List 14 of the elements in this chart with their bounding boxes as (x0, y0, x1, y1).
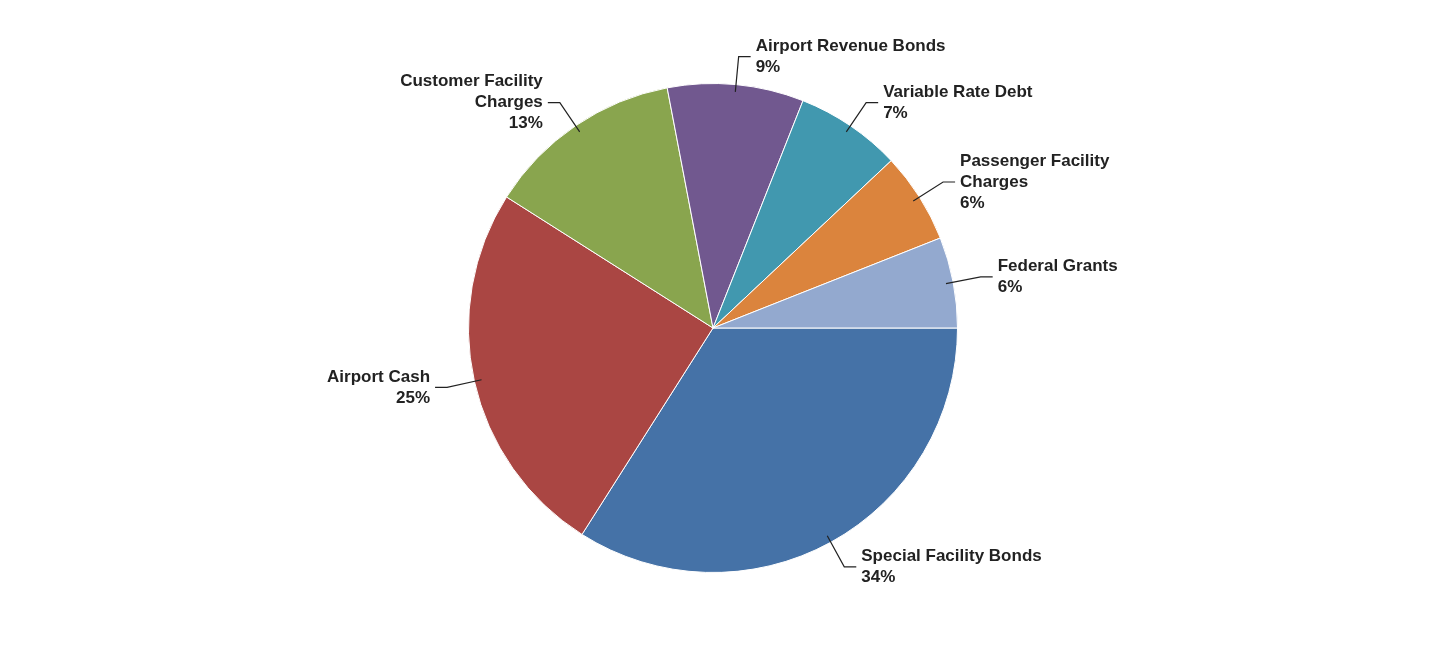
data-label: 34% (861, 566, 896, 586)
data-label: 9% (755, 56, 781, 76)
slice-label: Passenger Facility Charges (960, 150, 1110, 191)
slice-label: Special Facility Bonds (861, 545, 1042, 565)
slice-label: Federal Grants (997, 256, 1118, 276)
slice-label: Airport Cash (327, 366, 431, 386)
data-label: 6% (997, 277, 1023, 297)
slice-label: Customer Facility Charges (400, 71, 544, 112)
data-label: 13% (508, 113, 543, 133)
slice-label: Variable Rate Debt (883, 81, 1033, 101)
data-label: 6% (960, 192, 985, 212)
data-label: 25% (396, 387, 431, 407)
slice-label: Airport Revenue Bonds (755, 35, 946, 55)
data-label: 7% (883, 102, 908, 122)
